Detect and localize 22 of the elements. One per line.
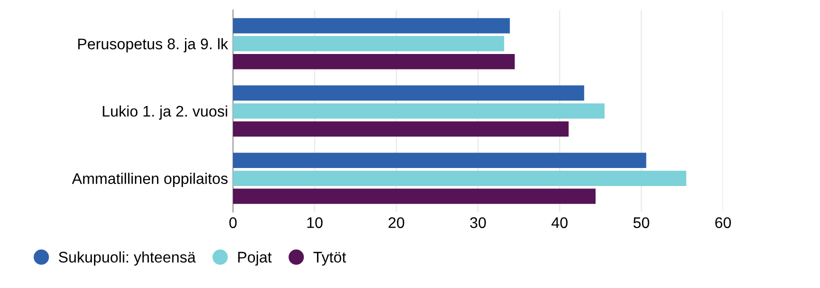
bar xyxy=(233,170,686,186)
bar xyxy=(233,54,515,70)
x-tick-label: 10 xyxy=(307,217,323,228)
x-tick-label: 0 xyxy=(229,217,237,228)
bar xyxy=(233,85,584,101)
bar xyxy=(233,18,510,34)
bar xyxy=(233,36,504,52)
legend-label: Tytöt xyxy=(313,252,346,266)
legend-label: Pojat xyxy=(238,251,272,266)
bar xyxy=(233,188,596,204)
x-tick-label: 60 xyxy=(715,217,731,228)
y-tick-label: Ammatillinen oppilaitos xyxy=(72,172,228,188)
y-tick-label: Lukio 1. ja 2. vuosi xyxy=(102,105,228,120)
x-tick-label: 40 xyxy=(552,217,568,228)
y-tick-label: Perusopetus 8. ja 9. lk xyxy=(78,38,228,52)
x-tick-label: 50 xyxy=(633,217,650,228)
legend-label: Sukupuoli: yhteensä xyxy=(58,251,196,266)
x-tick-label: 20 xyxy=(388,217,404,228)
bar xyxy=(233,103,605,119)
bar xyxy=(233,152,646,168)
x-tick-label: 30 xyxy=(470,217,486,228)
bar xyxy=(233,121,569,137)
